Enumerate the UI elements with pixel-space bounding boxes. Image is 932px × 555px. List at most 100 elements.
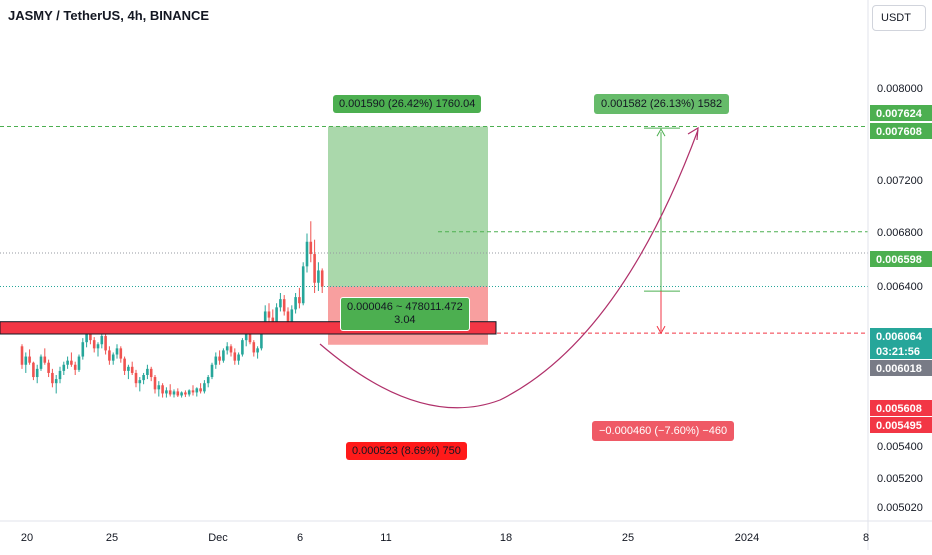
candle-body [39, 356, 43, 369]
candle [203, 380, 206, 394]
candle [54, 375, 58, 394]
candle [222, 348, 225, 363]
candle-body [149, 368, 153, 378]
long-center-label: 0.000046 ~ 478011.472 3.04 [340, 297, 470, 331]
price-tick-label: 0.008000 [877, 83, 923, 95]
candle [130, 361, 134, 375]
candle-body [104, 336, 107, 351]
projection-arrowhead [687, 126, 699, 141]
candle-body [229, 346, 233, 353]
long-center-text-2: 3.04 [394, 314, 416, 326]
candle [100, 331, 104, 349]
price-tag-label: 0.006598 [876, 254, 922, 266]
candle-body [317, 270, 320, 283]
candle-body [222, 350, 225, 361]
candle [206, 375, 210, 388]
candle [180, 391, 183, 398]
candle [252, 340, 256, 357]
measure-down-arrowhead [656, 325, 666, 335]
exchange-label: BINANCE [149, 8, 210, 23]
price-tag-label: 0.006064 [876, 331, 923, 343]
candle [77, 354, 81, 372]
candle-body [241, 340, 244, 355]
price-tick-label: 0.006800 [877, 227, 923, 239]
candle-body [267, 311, 271, 318]
candle [241, 338, 244, 357]
candle-body [214, 356, 218, 365]
time-tick-label: 18 [500, 532, 512, 544]
candle [210, 362, 214, 380]
candle-body [127, 366, 130, 371]
candle-body [309, 241, 313, 255]
long-center-text-1: 0.000046 ~ 478011.472 [347, 301, 463, 313]
candle [146, 364, 149, 380]
candle [70, 352, 73, 367]
currency-button[interactable]: USDT [872, 5, 926, 31]
candle-body [123, 358, 126, 371]
candle [47, 359, 50, 378]
candle-body [138, 380, 142, 384]
candle-body [195, 388, 199, 393]
measure-up-label: 0.001582 (26.13%) 1582 [594, 94, 730, 114]
candle [66, 356, 69, 369]
candle [161, 383, 164, 398]
candle-body [43, 356, 47, 363]
candle [43, 348, 47, 365]
measure-down-label: −0.000460 (−7.60%) −460 [592, 421, 735, 441]
interval-label: 4h [127, 8, 143, 23]
currency-label: USDT [881, 12, 911, 24]
price-axis-panel [868, 0, 932, 550]
time-tick-label: 6 [297, 532, 303, 544]
time-tick-label: 11 [380, 532, 391, 544]
candle [96, 342, 100, 357]
candle-body [244, 334, 248, 341]
candle [115, 344, 119, 359]
candle-body [119, 348, 123, 359]
candle-body [279, 299, 282, 308]
price-tag-box [870, 360, 932, 376]
candle [142, 372, 145, 385]
candle [165, 387, 168, 398]
candle-body [320, 270, 324, 287]
candle-body [165, 390, 168, 394]
candle [267, 303, 271, 324]
candle-body [184, 392, 187, 395]
candle-body [66, 360, 69, 365]
candle [111, 352, 115, 365]
candle-body [161, 385, 164, 394]
candle-body [134, 372, 138, 384]
candle-body [225, 346, 229, 351]
candle-body [28, 356, 31, 363]
candle-body [51, 372, 54, 384]
candle [199, 383, 202, 394]
time-tick-label: 25 [622, 532, 634, 544]
time-tick-label: 20 [21, 532, 33, 544]
candle-body [81, 342, 85, 357]
candle [279, 293, 282, 312]
candle [39, 354, 43, 371]
candle-body [115, 348, 119, 355]
candle [51, 368, 54, 388]
price-tag-box [870, 105, 932, 121]
candle-body [237, 354, 240, 361]
price-tag-label: 03:21:56 [876, 346, 920, 358]
time-tick-label: 8 [863, 532, 869, 544]
candle [123, 356, 126, 375]
candle [187, 389, 191, 397]
candle [20, 344, 24, 369]
candle [119, 346, 123, 363]
candle-body [58, 370, 62, 380]
target-zone [328, 126, 488, 287]
candle-body [168, 390, 172, 395]
candle [191, 385, 195, 396]
long-stop-text: 0.000523 (8.69%) 750 [352, 445, 461, 457]
price-tag-label: 0.007624 [876, 108, 923, 120]
candle-body [263, 311, 267, 324]
candle [108, 346, 111, 365]
candle-body [206, 377, 210, 384]
candle [73, 361, 77, 375]
symbol-title[interactable]: JASMY / TetherUS, 4h, BINANCE [8, 8, 209, 23]
price-tag-box [870, 400, 932, 416]
